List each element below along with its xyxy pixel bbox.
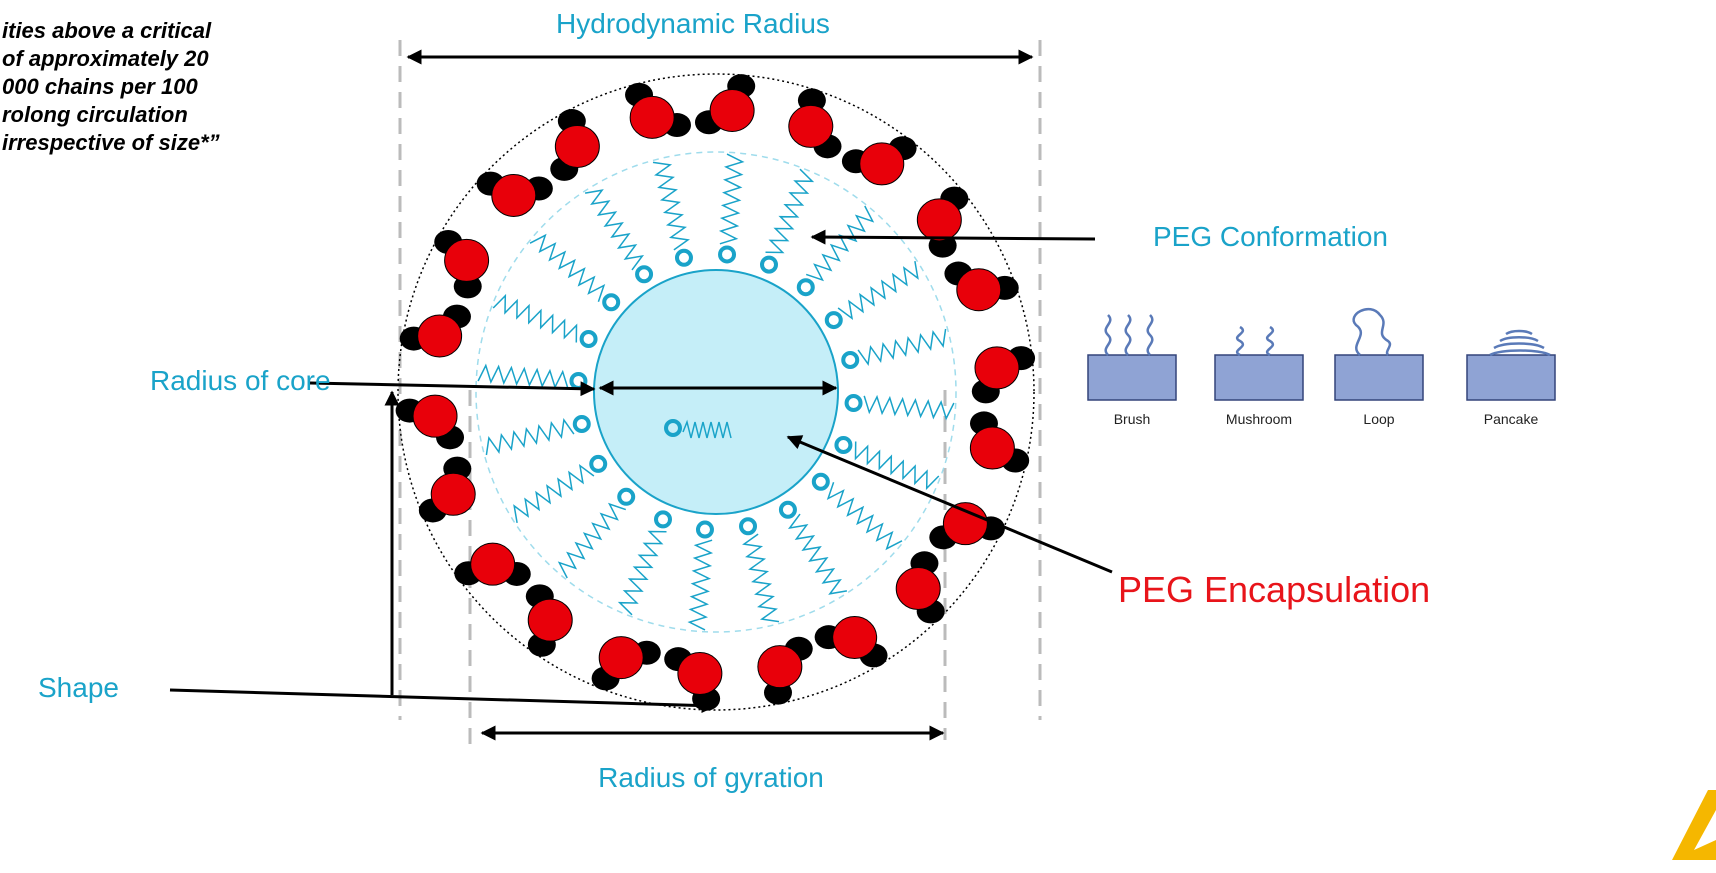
substrate [1467,355,1555,400]
peg-anchor [619,490,633,504]
label: Hydrodynamic Radius [556,8,830,39]
peg-anchor [582,332,596,346]
peg-chain [790,514,847,594]
brush-chains [1106,315,1153,355]
label: Radius of gyration [598,762,824,793]
peg-anchor [604,295,618,309]
peg-chain [620,532,667,615]
peg-anchor [720,247,734,261]
substrate [1215,355,1303,400]
diagram: ities above a critical of approximately … [0,0,1716,873]
mushroom-chains [1237,327,1273,355]
peg-anchor [571,374,585,388]
label: PEG Encapsulation [1118,569,1430,610]
oxygen [492,174,536,216]
peg-anchor [677,251,691,265]
oxygen [418,315,462,357]
oxygen [630,96,674,138]
oxygen [555,125,599,167]
peg-chain [493,296,576,343]
oxygen [896,568,940,610]
peg-chain [559,504,626,578]
peg-chain [720,154,743,244]
arrow [788,437,1112,572]
peg-chain [828,482,902,549]
peg-chain [766,169,813,252]
oxygen [678,653,722,695]
arrow [310,383,594,389]
peg-anchor [836,438,850,452]
substrate [1335,355,1423,400]
peg-chain [864,396,954,419]
peg-chain [806,206,873,280]
oxygen [471,543,515,585]
peg-chain [486,420,574,455]
logo [1672,790,1716,860]
oxygen [599,637,643,679]
oxygen [943,503,987,545]
oxygen [431,473,475,515]
peg-anchor [781,503,795,517]
arrow [170,690,715,706]
conformation-label: Pancake [1484,411,1539,427]
oxygen [789,105,833,147]
peg-chain [744,534,779,622]
peg-anchor [591,457,605,471]
oxygen [710,89,754,131]
peg-chain [838,261,918,318]
peg-chain [690,540,713,630]
core [594,270,838,514]
label: Shape [38,672,119,703]
peg-chain [653,162,688,250]
conformation-label: Loop [1363,411,1394,427]
conformation-label: Brush [1114,411,1151,427]
peg-anchor [847,396,861,410]
label: PEG Conformation [1153,221,1388,252]
quote-line: of approximately 20 [2,46,209,71]
peg-anchor [762,258,776,272]
quote-line: irrespective of size*” [2,130,220,155]
peg-anchor [656,512,670,526]
conformation-label: Mushroom [1226,411,1292,427]
peg-anchor [814,475,828,489]
pancake-chains [1490,331,1550,355]
peg-anchor [637,267,651,281]
peg-chain [858,329,946,364]
peg-anchor [741,519,755,533]
oxygen [833,617,877,659]
peg-anchor [698,523,712,537]
loop-chain [1354,309,1390,355]
oxygen [758,646,802,688]
peg-anchor [799,280,813,294]
conformation-panel: Brush Mushroom Loop Pancake [1088,309,1555,427]
quote-line: 000 chains per 100 [2,74,198,99]
oxygen [917,199,961,241]
oxygen [957,269,1001,311]
quote-line: rolong circulation [2,102,188,127]
oxygen [528,599,572,641]
quote-line: ities above a critical [2,18,212,43]
peg-chain [478,366,568,389]
oxygen [413,395,457,437]
peg-chain [514,466,594,523]
peg-chain [585,190,642,270]
peg-anchor [827,313,841,327]
arrow [812,237,1095,239]
quote: ities above a critical of approximately … [2,18,220,155]
oxygen [445,239,489,281]
substrate [1088,355,1176,400]
oxygen [860,143,904,185]
oxygen [975,347,1019,389]
peg-anchor [575,417,589,431]
peg-chain [530,235,604,301]
oxygen [970,427,1014,469]
label: Radius of core [150,365,331,396]
peg-anchor [843,353,857,367]
